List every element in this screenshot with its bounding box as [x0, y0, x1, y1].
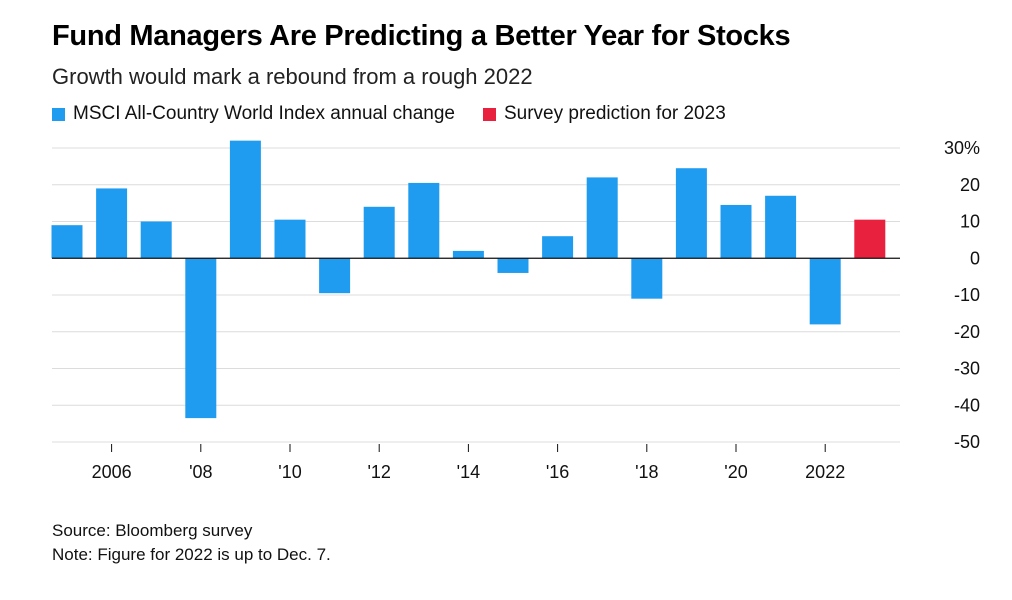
y-tick-label: 0: [970, 248, 980, 268]
legend-item-msci: MSCI All-Country World Index annual chan…: [52, 103, 455, 125]
x-tick-label: '14: [457, 462, 480, 480]
x-tick-label: '12: [367, 462, 390, 480]
bar-chart: 30% 20 10 0 -10 -20 -30 -40 -50 2006 '08 '10 '12 '14…: [51, 138, 980, 480]
bar-msci-2009: [229, 140, 261, 259]
legend-swatch-msci: [52, 107, 65, 121]
source-note: Source: Bloomberg survey: [52, 521, 253, 540]
bar-msci-2020: [720, 204, 752, 259]
x-tick-label: '18: [635, 462, 658, 480]
bar-msci-2013: [408, 182, 440, 259]
bar-msci-2019: [675, 168, 707, 259]
x-tick-label: 2006: [92, 462, 132, 480]
x-tick-label: '20: [724, 462, 747, 480]
y-tick-label: 30%: [944, 138, 980, 158]
bar-msci-2022: [809, 258, 841, 325]
bar-msci-2006: [96, 188, 128, 259]
y-tick-label: 10: [960, 212, 980, 232]
footnote: Note: Figure for 2022 is up to Dec. 7.: [52, 545, 331, 564]
bar-msci-2015: [497, 258, 529, 273]
bar-msci-2010: [274, 219, 306, 259]
x-axis: 2006 '08 '10 '12 '14 '16 '18 '20 2022: [92, 444, 845, 480]
bars: [51, 140, 886, 419]
bar-msci-2021: [765, 195, 797, 259]
x-tick-label: '10: [278, 462, 301, 480]
bar-msci-2017: [586, 177, 618, 259]
bar-msci-2016: [542, 236, 574, 259]
gridlines: [52, 147, 900, 443]
legend-item-survey: Survey prediction for 2023: [482, 103, 726, 125]
legend-label-survey: Survey prediction for 2023: [503, 103, 726, 124]
y-axis: 30% 20 10 0 -10 -20 -30 -40 -50: [944, 138, 980, 452]
bar-msci-2014: [452, 250, 484, 259]
legend-swatch-survey: [482, 107, 496, 121]
y-tick-label: -10: [954, 285, 980, 305]
chart-subtitle: Growth would mark a rebound from a rough…: [52, 64, 533, 89]
y-tick-label: -30: [954, 359, 980, 379]
chart-title: Fund Managers Are Predicting a Better Ye…: [52, 20, 791, 52]
bar-msci-2012: [363, 206, 395, 259]
bar-msci-2005: [51, 225, 83, 259]
y-tick-label: -40: [954, 395, 980, 415]
legend-label-msci: MSCI All-Country World Index annual chan…: [73, 103, 455, 124]
x-tick-label: '16: [546, 462, 569, 480]
legend: MSCI All-Country World Index annual chan…: [52, 103, 754, 125]
y-tick-label: 20: [960, 175, 980, 195]
x-tick-label: '08: [189, 462, 212, 480]
bar-survey-2023: [854, 219, 886, 259]
x-tick-label: 2022: [805, 462, 845, 480]
bar-msci-2007: [140, 221, 172, 259]
y-tick-label: -50: [954, 432, 980, 452]
y-tick-label: -20: [954, 322, 980, 342]
bar-msci-2008: [185, 258, 217, 419]
bar-msci-2011: [319, 258, 351, 294]
bar-msci-2018: [631, 258, 663, 299]
